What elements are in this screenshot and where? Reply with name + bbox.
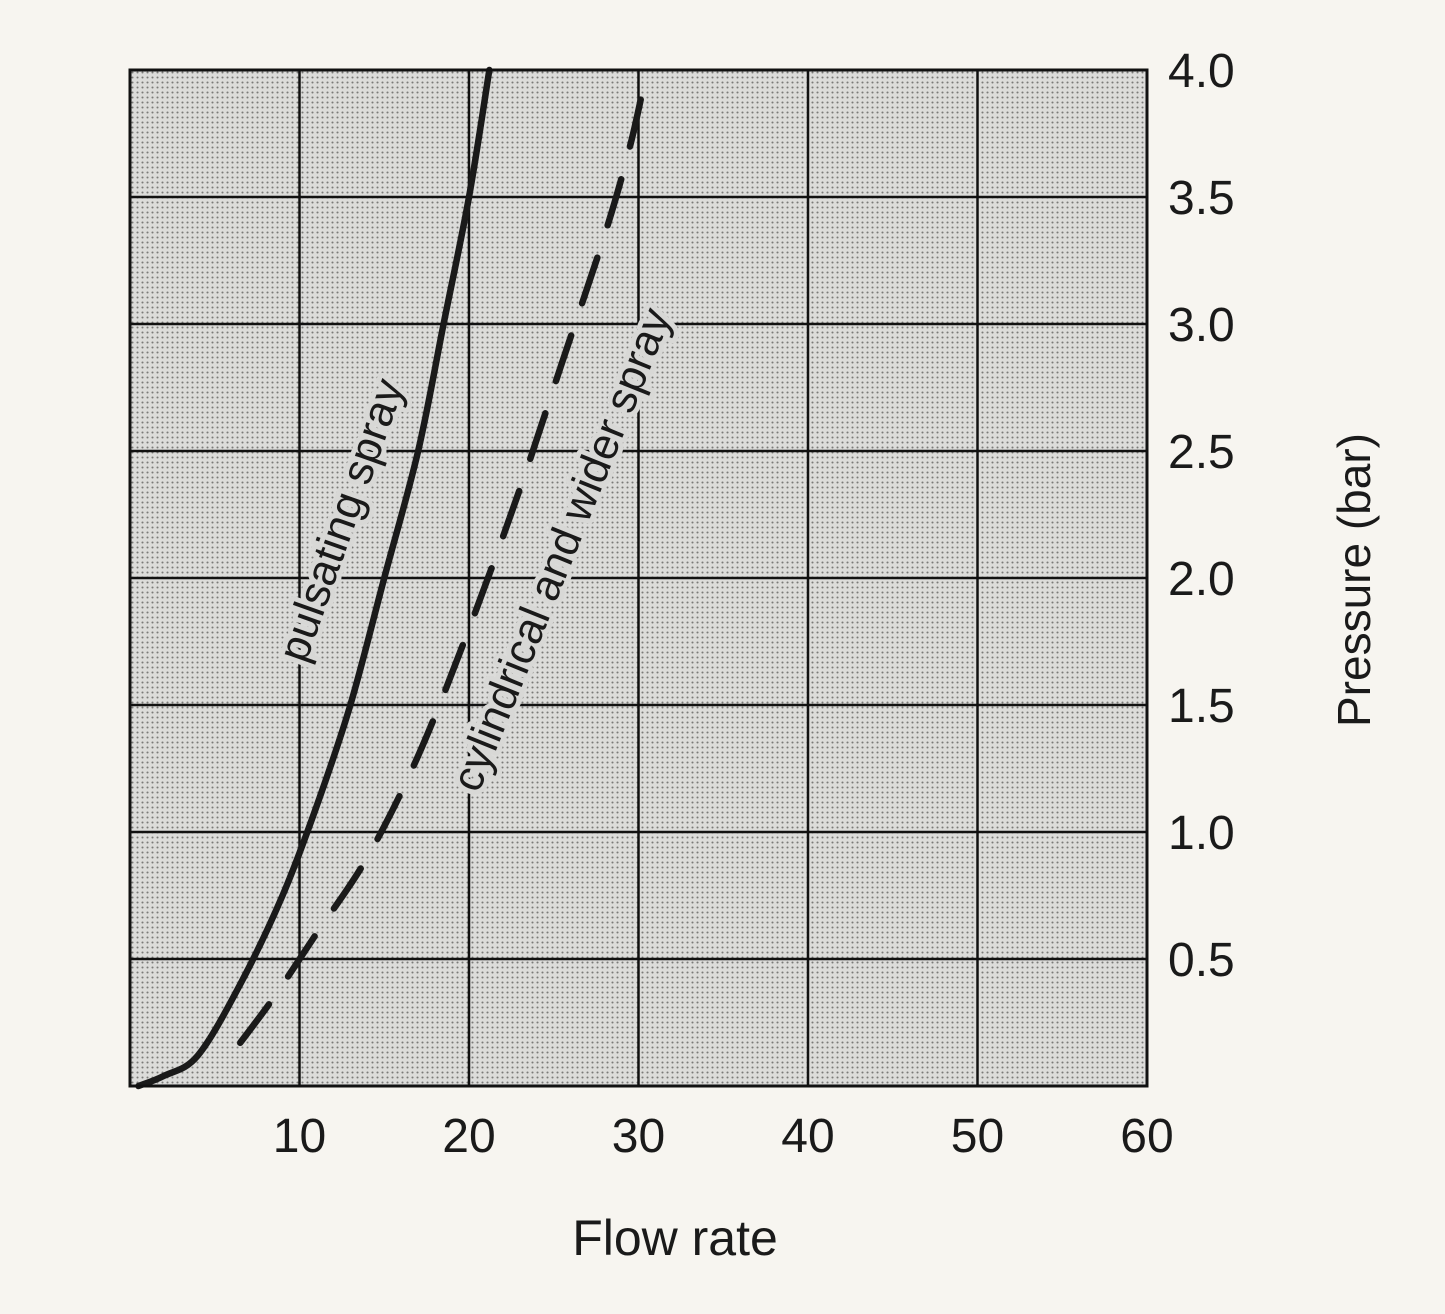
x-tick-label-5: 60: [1120, 1110, 1173, 1163]
x-tick-label-3: 40: [781, 1110, 834, 1163]
y-tick-label-5: 3.0: [1168, 299, 1235, 352]
x-tick-label-0: 10: [273, 1110, 326, 1163]
y-tick-label-3: 2.0: [1168, 553, 1235, 606]
series-line-1: [236, 66, 651, 1047]
x-tick-label-2: 30: [612, 1110, 665, 1163]
y-tick-label-7: 4.0: [1168, 45, 1235, 98]
y-tick-labels: 0.5 1.0 1.5 2.0 2.5 3.0 3.5 4.0: [1168, 45, 1235, 987]
y-tick-label-6: 3.5: [1168, 172, 1235, 225]
x-axis-label: Flow rate: [572, 1210, 778, 1266]
x-tick-label-1: 20: [442, 1110, 495, 1163]
y-tick-label-2: 1.5: [1168, 680, 1235, 733]
plot-frame: [128, 68, 1149, 1088]
series-line-0: [135, 66, 493, 1090]
x-tick-labels: 10 20 30 40 50 60: [273, 1110, 1174, 1163]
y-tick-label-0: 0.5: [1168, 934, 1235, 987]
x-tick-label-4: 50: [951, 1110, 1004, 1163]
series-layer: [135, 66, 651, 1090]
y-tick-label-4: 2.5: [1168, 426, 1235, 479]
y-tick-label-1: 1.0: [1168, 807, 1235, 860]
y-axis-label: Pressure (bar): [1328, 433, 1380, 727]
